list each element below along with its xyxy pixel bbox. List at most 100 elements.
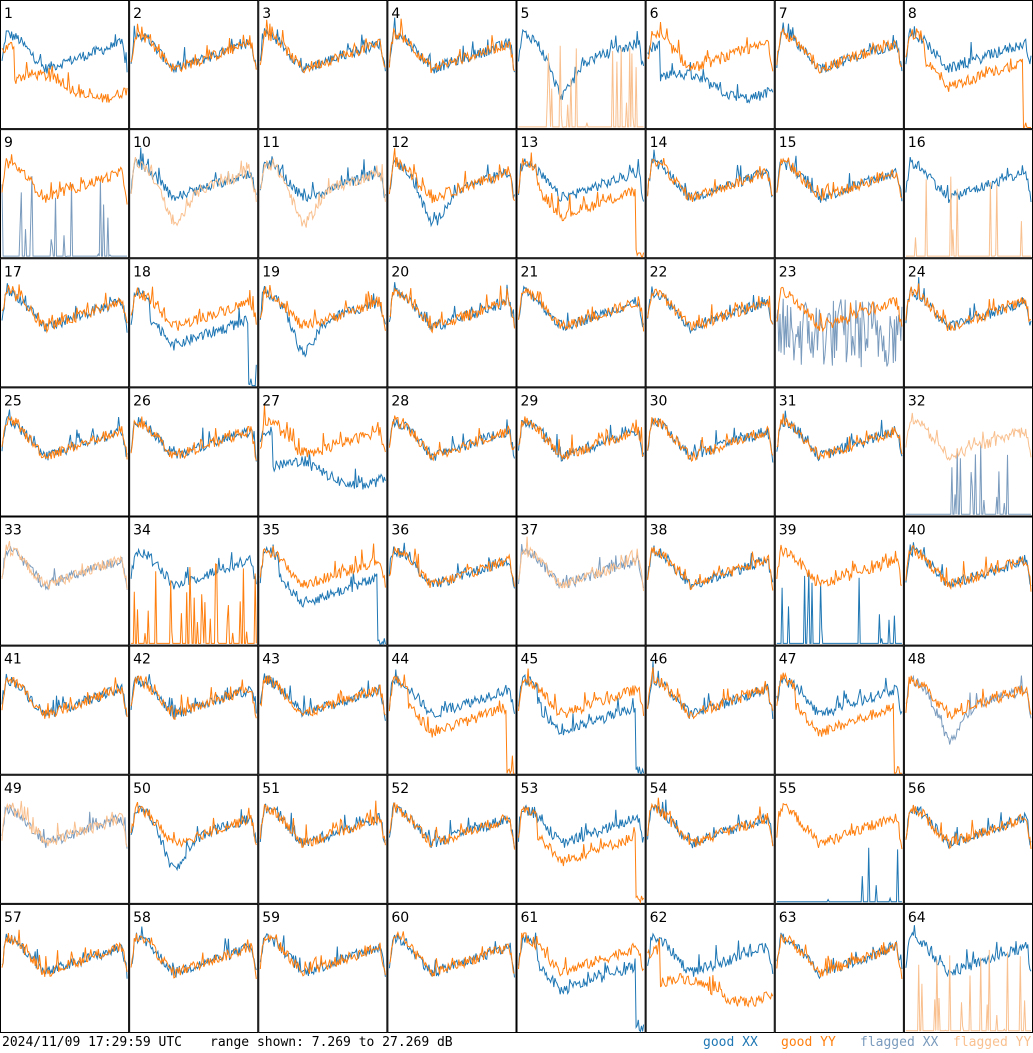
series-yy-good: [130, 933, 257, 980]
panel-label: 50: [133, 781, 151, 797]
series-xx-good: [647, 932, 774, 977]
panel-frame: [258, 645, 388, 775]
panel-frame: [258, 129, 388, 259]
panel-frame: [516, 774, 646, 904]
panel-32: 32: [903, 387, 1033, 517]
panel-58: 58: [129, 903, 259, 1033]
panel-label: 33: [4, 523, 22, 539]
series-yy-flagged: [259, 158, 386, 228]
series-yy-good: [259, 285, 386, 331]
panel-label: 32: [908, 393, 926, 409]
series-xx-good: [259, 426, 386, 490]
panel-61: 61: [516, 903, 646, 1033]
series-xx-good: [130, 547, 257, 590]
panel-frame: [129, 774, 259, 904]
panel-label: 13: [521, 135, 539, 151]
series-yy-good: [1, 41, 128, 103]
series-xx-flagged: [518, 543, 645, 590]
range-shown: range shown: 7.269 to 27.269 dB: [210, 1035, 453, 1050]
panel-label: 58: [133, 910, 151, 926]
panel-19: 19: [258, 258, 388, 388]
panel-label: 34: [133, 523, 151, 539]
series-yy-good: [776, 544, 902, 588]
panel-33: 33: [0, 516, 130, 646]
panel-40: 40: [903, 516, 1033, 646]
series-yy-good: [518, 805, 645, 905]
legend-flagged-yy: flagged YY: [953, 1035, 1032, 1050]
panel-45: 45: [516, 645, 646, 775]
panel-label: 4: [391, 6, 400, 22]
panel-54: 54: [645, 774, 775, 904]
panel-label: 56: [908, 781, 926, 797]
panel-label: 52: [391, 781, 409, 797]
panel-label: 61: [521, 910, 539, 926]
panel-label: 1: [4, 6, 13, 22]
panel-label: 22: [650, 264, 668, 280]
series-yy-good: [389, 285, 515, 334]
panel-3: 3: [258, 0, 388, 130]
panel-label: 26: [133, 393, 151, 409]
panel-37: 37: [516, 516, 646, 646]
series-xx-flagged: [776, 298, 903, 368]
panel-label: 6: [650, 6, 659, 22]
series-yy-good: [388, 415, 515, 462]
panel-label: 17: [4, 264, 22, 280]
panel-label: 41: [4, 652, 22, 668]
series-xx-good: [388, 419, 515, 461]
panel-label: 40: [908, 523, 926, 539]
panel-label: 11: [262, 135, 280, 151]
panel-label: 36: [391, 523, 409, 539]
panel-label: 16: [908, 135, 926, 151]
panel-26: 26: [129, 387, 259, 517]
series-yy-flagged: [905, 176, 1031, 257]
series-yy-good: [1, 676, 128, 719]
panel-21: 21: [516, 258, 646, 388]
panel-63: 63: [774, 903, 904, 1033]
series-yy-good: [647, 547, 774, 591]
series-xx-good: [518, 804, 645, 848]
series-yy-good: [905, 545, 1032, 592]
panel-label: 14: [650, 135, 668, 151]
series-yy-good: [130, 23, 257, 73]
panel-label: 47: [779, 652, 797, 668]
legend-good-yy: good YY: [781, 1035, 836, 1050]
series-yy-good: [905, 28, 1031, 129]
series-yy-good: [776, 672, 902, 774]
series-xx-good: [905, 925, 1032, 978]
series-xx-good: [518, 673, 645, 774]
series-yy-flagged: [130, 156, 257, 227]
series-yy-good: [388, 147, 515, 204]
panel-label: 49: [4, 781, 22, 797]
panel-frame: [129, 645, 259, 775]
panel-label: 37: [521, 523, 539, 539]
panel-29: 29: [516, 387, 646, 517]
series-xx-good: [130, 25, 257, 74]
panel-57: 57: [0, 903, 130, 1033]
series-yy-good: [131, 563, 257, 644]
panel-label: 25: [4, 393, 22, 409]
panel-53: 53: [516, 774, 646, 905]
panel-5: 5: [516, 0, 646, 130]
series-xx-good: [259, 156, 386, 203]
series-yy-good: [905, 675, 1032, 721]
series-xx-good: [259, 544, 386, 646]
panel-24: 24: [903, 258, 1033, 388]
panel-label: 46: [650, 652, 668, 668]
panel-59: 59: [258, 903, 388, 1033]
series-yy-good: [776, 413, 903, 460]
panel-30: 30: [645, 387, 775, 517]
series-xx-flagged: [1, 176, 128, 258]
series-yy-good: [388, 18, 515, 74]
panel-35: 35: [258, 516, 388, 646]
series-yy-flagged: [1, 540, 128, 590]
panel-51: 51: [258, 774, 388, 904]
panel-label: 10: [133, 135, 151, 151]
panel-label: 2: [133, 6, 142, 22]
series-yy-good: [776, 157, 903, 201]
panel-label: 62: [650, 910, 668, 926]
series-yy-good: [130, 286, 257, 331]
panel-frame: [0, 0, 130, 130]
series-yy-good: [905, 283, 1031, 332]
panel-23: 23: [774, 258, 904, 388]
